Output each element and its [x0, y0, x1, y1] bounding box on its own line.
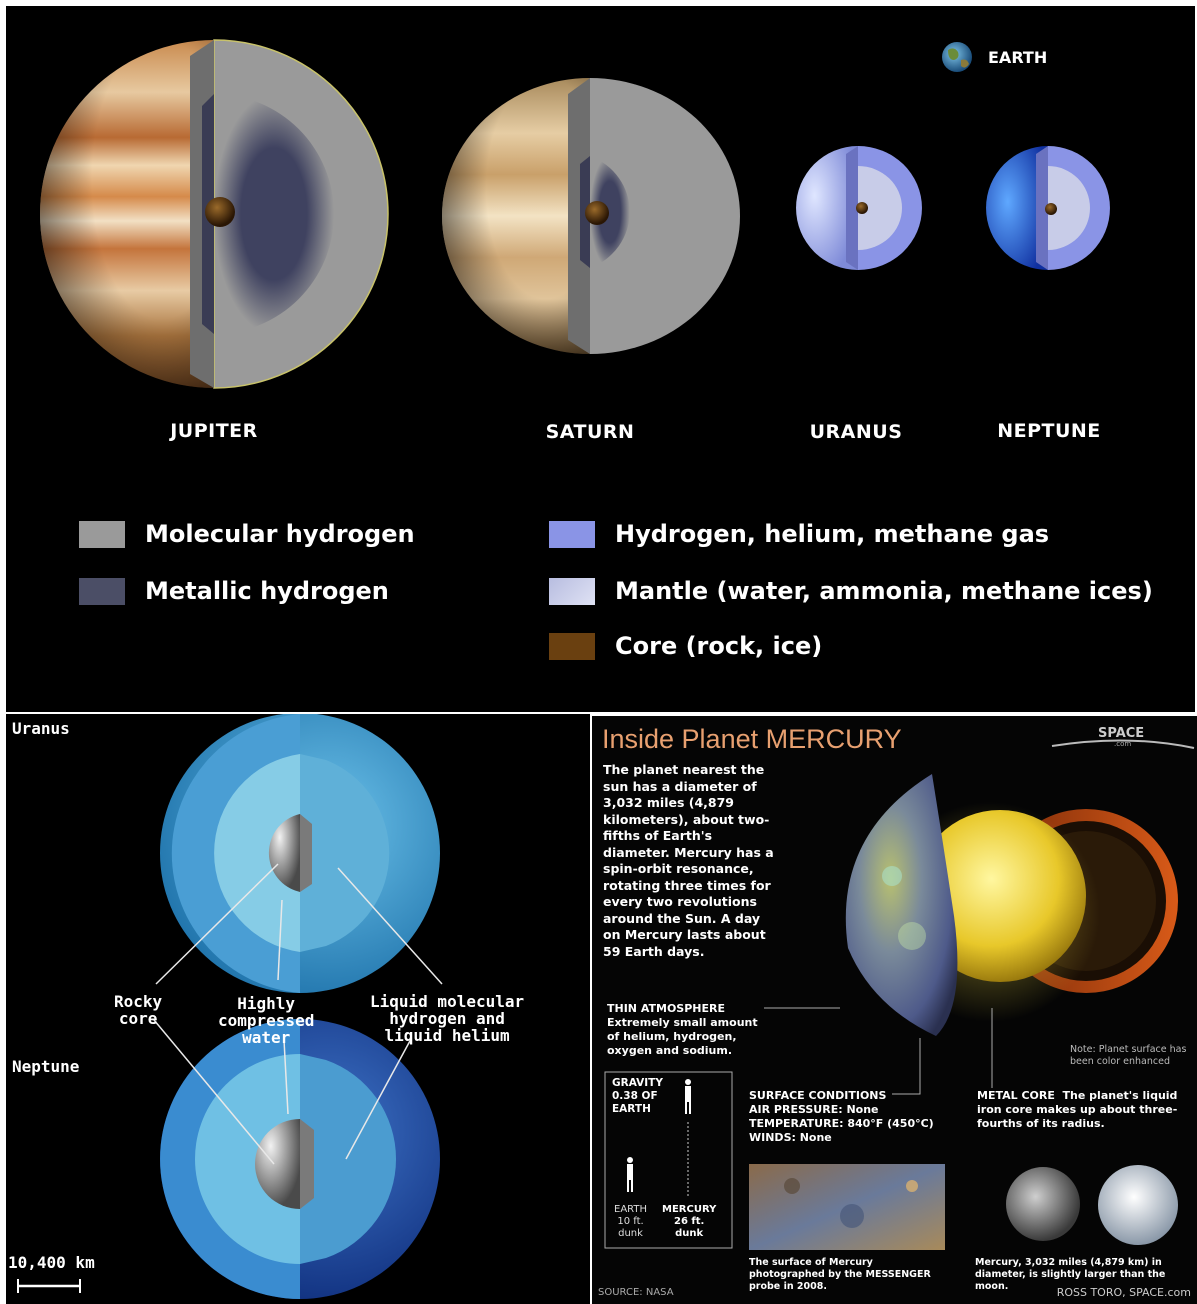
space-logo: SPACE	[1098, 726, 1145, 741]
legend-label: Hydrogen, helium, methane gas	[615, 520, 1050, 548]
giant-planets-illustration	[40, 39, 1110, 389]
mercury-title: Inside Planet MERCURY	[602, 724, 902, 755]
neptune-interior	[160, 1019, 440, 1299]
size-comparison-caption: Mercury, 3,032 miles (4,879 km) in diame…	[975, 1257, 1166, 1292]
scale-bar	[17, 1279, 81, 1293]
legend-swatch	[549, 577, 595, 605]
mercury-infographic-panel: Inside Planet MERCURY SPACE .com The pla…	[592, 716, 1197, 1304]
earth-label: EARTH	[988, 48, 1048, 67]
jupiter-cutaway	[40, 39, 389, 389]
surface-conditions-title: SURFACE CONDITIONS	[749, 1089, 887, 1102]
mercury-core	[914, 810, 1086, 982]
mercury-size-comparison	[1006, 1167, 1080, 1241]
metal-core-text: METAL CORE The planet's liquid iron core…	[977, 1089, 1182, 1131]
saturn-label: SATURN	[545, 421, 635, 443]
title-strong: MERCURY	[765, 724, 902, 754]
legend-label: Metallic hydrogen	[145, 577, 389, 605]
atmosphere-text: Extremely small amount of helium, hydrog…	[607, 1016, 758, 1057]
metal-core-desc: The planet's liquid iron core makes up a…	[977, 1089, 1178, 1130]
dunk-figure-icons	[627, 1079, 691, 1192]
callout-liquid-hydrogen-helium: Liquid molecular hydrogen and liquid hel…	[370, 992, 525, 1045]
gravity-title: GRAVITY 0.38 OF EARTH	[612, 1077, 663, 1115]
giant-planets-panel: EARTH JUPITER SATURN URANUS NEPTUNE Mole…	[6, 6, 1195, 712]
neptune-label: Neptune	[12, 1057, 80, 1076]
neptune-label: NEPTUNE	[997, 420, 1101, 442]
ice-giants-illustration	[17, 714, 443, 1299]
jupiter-label: JUPITER	[170, 420, 258, 442]
jupiter-core	[205, 197, 235, 227]
saturn-core	[585, 201, 609, 225]
earth-dunk-label: EARTH 10 ft. dunk	[614, 1204, 648, 1239]
scale-label: 10,400 km	[8, 1253, 95, 1272]
atmosphere-title: THIN ATMOSPHERE	[607, 1002, 725, 1015]
legend-swatch	[79, 577, 125, 605]
uranus-label: Uranus	[12, 719, 70, 738]
earth-icon	[942, 42, 972, 72]
callout-rocky-core: Rocky core	[114, 992, 163, 1028]
legend-mantle: Mantle (water, ammonia, methane ices)	[549, 577, 1153, 605]
uranus-cutaway	[796, 146, 922, 270]
legend-label: Core (rock, ice)	[615, 632, 823, 660]
saturn-cutaway	[442, 78, 740, 354]
legend-swatch	[549, 632, 595, 660]
legend-label: Molecular hydrogen	[145, 520, 415, 548]
ice-giants-interior-panel: Uranus Neptune Rocky core Highly compres…	[6, 714, 590, 1304]
photo-caption: The surface of Mercury photographed by t…	[749, 1257, 931, 1292]
uranus-core	[856, 202, 868, 214]
callout-lines	[153, 863, 443, 1165]
legend-swatch	[549, 520, 595, 548]
callout-compressed-water: Highly compressed water	[218, 994, 315, 1047]
legend-label: Mantle (water, ammonia, methane ices)	[615, 577, 1153, 605]
surface-conditions-text: AIR PRESSURE: None TEMPERATURE: 840°F (4…	[749, 1103, 934, 1144]
title-prefix: Inside Planet	[602, 724, 766, 754]
credit-label: ROSS TORO, SPACE.com	[1056, 1286, 1191, 1299]
legend-gas: Hydrogen, helium, methane gas	[549, 520, 1049, 548]
color-enhanced-note: Note: Planet surface has been color enha…	[1070, 1044, 1187, 1067]
uranus-label: URANUS	[809, 421, 903, 443]
mercury-cutaway	[845, 774, 1178, 1036]
mercury-callout-lines	[764, 1007, 993, 1095]
legend-core: Core (rock, ice)	[549, 632, 822, 660]
mercury-intro: The planet nearest the sun has a diamete…	[603, 762, 774, 959]
mercury-illustration	[604, 739, 1195, 1250]
legend-metallic-hydrogen: Metallic hydrogen	[79, 577, 389, 605]
space-logo-sub: .com	[1114, 740, 1132, 748]
moon-size-comparison	[1098, 1165, 1178, 1245]
neptune-cutaway	[986, 146, 1110, 270]
neptune-core	[1045, 203, 1057, 215]
metal-core-title: METAL CORE	[977, 1089, 1055, 1102]
uranus-interior	[160, 714, 440, 993]
legend-molecular-hydrogen: Molecular hydrogen	[79, 520, 415, 548]
source-label: SOURCE: NASA	[598, 1287, 674, 1298]
mercury-dunk-label: MERCURY 26 ft. dunk	[662, 1204, 717, 1239]
legend-swatch	[79, 520, 125, 548]
space-logo-swoosh	[1051, 739, 1195, 749]
gravity-box	[604, 1071, 733, 1249]
